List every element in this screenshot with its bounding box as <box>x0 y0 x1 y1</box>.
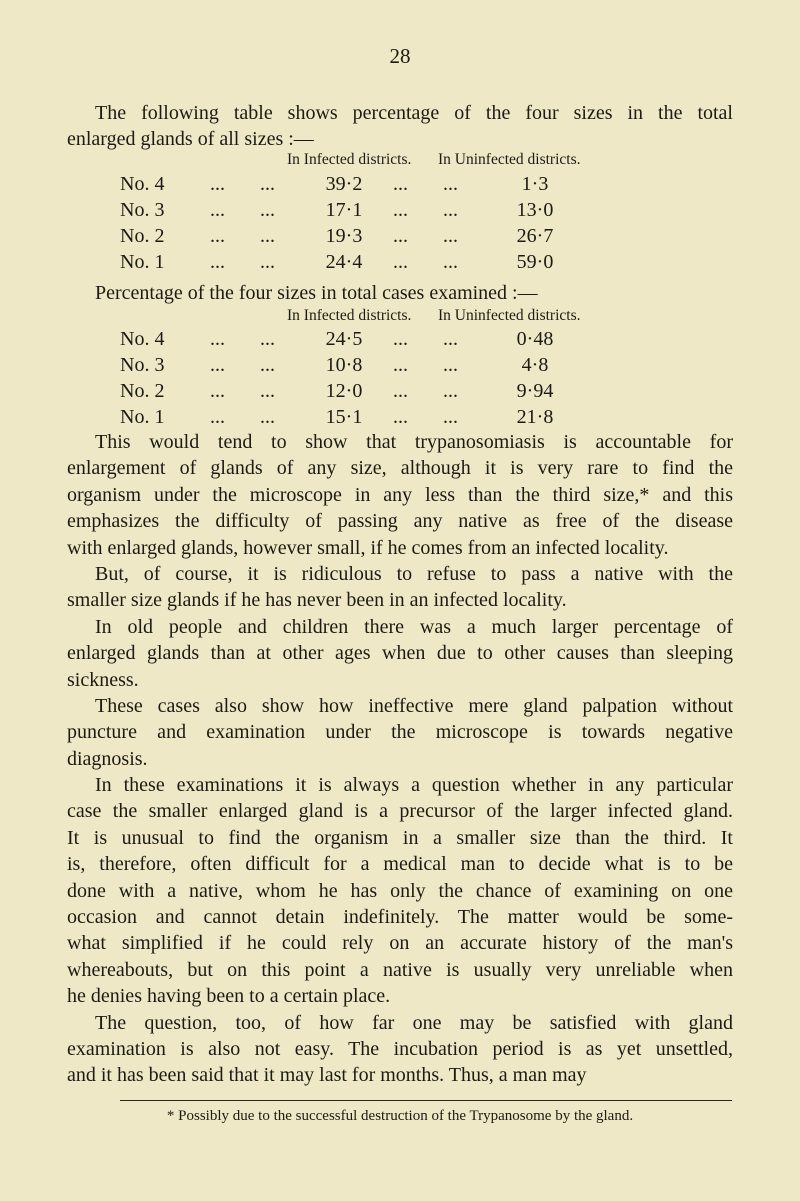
leader-dots: ... <box>210 354 225 376</box>
text-line: It is unusual to find the organism in a … <box>67 826 733 849</box>
footnote-rule <box>120 1100 732 1101</box>
value-uninfected: 4·8 <box>521 354 549 376</box>
text-line: But, of course, it is ridiculous to refu… <box>95 562 733 585</box>
row-label: No. 1 <box>120 251 165 273</box>
text-line: In old people and children there was a m… <box>95 615 733 638</box>
text-line: organism under the microscope in any les… <box>67 483 733 506</box>
leader-dots: ... <box>393 199 408 221</box>
caption-line: Percentage of the four sizes in total ca… <box>95 282 538 304</box>
text-line: enlarged glands of all sizes :— <box>67 128 314 151</box>
leader-dots: ... <box>260 406 275 428</box>
leader-dots: ... <box>443 406 458 428</box>
row-label: No. 2 <box>120 225 165 247</box>
value-uninfected: 13·0 <box>516 199 554 221</box>
leader-dots: ... <box>393 225 408 247</box>
leader-dots: ... <box>260 380 275 402</box>
leader-dots: ... <box>210 173 225 195</box>
leader-dots: ... <box>393 406 408 428</box>
leader-dots: ... <box>443 354 458 376</box>
leader-dots: ... <box>260 328 275 350</box>
leader-dots: ... <box>260 225 275 247</box>
text-line: with enlarged glands, however small, if … <box>67 536 669 559</box>
leader-dots: ... <box>260 354 275 376</box>
value-infected: 39·2 <box>325 173 363 195</box>
leader-dots: ... <box>393 251 408 273</box>
row-label: No. 3 <box>120 354 165 376</box>
row-label: No. 3 <box>120 199 165 221</box>
column-header-uninfected: In Uninfected districts. <box>438 307 581 324</box>
row-label: No. 4 <box>120 173 165 195</box>
leader-dots: ... <box>443 199 458 221</box>
value-uninfected: 59·0 <box>516 251 554 273</box>
text-line: examination is also not easy. The incuba… <box>67 1037 733 1060</box>
column-header-uninfected: In Uninfected districts. <box>438 151 581 168</box>
leader-dots: ... <box>210 199 225 221</box>
leader-dots: ... <box>260 173 275 195</box>
leader-dots: ... <box>260 199 275 221</box>
value-infected: 24·4 <box>325 251 363 273</box>
text-line: The question, too, of how far one may be… <box>95 1011 733 1034</box>
leader-dots: ... <box>210 406 225 428</box>
column-header-infected: In Infected districts. <box>287 151 412 168</box>
text-line: diagnosis. <box>67 747 148 770</box>
text-line: In these examinations it is always a que… <box>95 774 733 797</box>
text-line: This would tend to show that trypanosomi… <box>95 431 733 453</box>
text-line: enlarged glands than at other ages when … <box>67 642 733 665</box>
leader-dots: ... <box>210 225 225 247</box>
leader-dots: ... <box>393 328 408 350</box>
leader-dots: ... <box>210 328 225 350</box>
value-infected: 10·8 <box>325 354 363 376</box>
leader-dots: ... <box>443 251 458 273</box>
leader-dots: ... <box>393 173 408 195</box>
column-header-infected: In Infected districts. <box>287 307 412 324</box>
leader-dots: ... <box>260 251 275 273</box>
text-line: he denies having been to a certain place… <box>67 985 391 1008</box>
value-infected: 24·5 <box>325 328 363 350</box>
text-line: occasion and cannot detain indefinitely.… <box>67 906 733 929</box>
row-label: No. 1 <box>120 406 165 428</box>
value-uninfected: 1·3 <box>521 173 549 195</box>
row-label: No. 4 <box>120 328 165 350</box>
text-line: done with a native, whom he has only the… <box>67 879 733 902</box>
leader-dots: ... <box>443 328 458 350</box>
intro-paragraph: The following table shows percentage of … <box>67 100 733 153</box>
value-uninfected: 0·48 <box>516 328 554 350</box>
text-line: what simplified if he could rely on an a… <box>67 932 733 955</box>
value-uninfected: 9·94 <box>516 380 554 402</box>
value-infected: 15·1 <box>325 406 363 428</box>
text-line: smaller size glands if he has never been… <box>67 589 567 612</box>
leader-dots: ... <box>393 354 408 376</box>
text-line: emphasizes the difficulty of passing any… <box>67 510 733 533</box>
page-number: 28 <box>389 44 411 68</box>
row-label: No. 2 <box>120 380 165 402</box>
leader-dots: ... <box>443 380 458 402</box>
text-line: These cases also show how ineffective me… <box>95 694 733 717</box>
table2-caption: Percentage of the four sizes in total ca… <box>67 280 733 306</box>
leader-dots: ... <box>210 380 225 402</box>
text-line: The following table shows percentage of … <box>95 102 733 124</box>
value-infected: 19·3 <box>325 225 363 247</box>
value-uninfected: 21·8 <box>516 406 554 428</box>
leader-dots: ... <box>443 173 458 195</box>
body-text: This would tend to show that trypanosomi… <box>67 429 733 1089</box>
text-line: sickness. <box>67 668 139 691</box>
text-line: whereabouts, but on this point a native … <box>67 958 733 981</box>
text-line: is, therefore, often difficult for a med… <box>67 853 733 876</box>
leader-dots: ... <box>443 225 458 247</box>
value-infected: 17·1 <box>325 199 363 221</box>
footnote: * Possibly due to the successful destruc… <box>166 1108 634 1124</box>
text-line: and it has been said that it may last fo… <box>67 1064 587 1087</box>
text-line: case the smaller enlarged gland is a pre… <box>67 800 733 823</box>
value-uninfected: 26·7 <box>516 225 554 247</box>
text-line: puncture and examination under the micro… <box>67 721 733 744</box>
value-infected: 12·0 <box>325 380 363 402</box>
text-line: enlargement of glands of any size, altho… <box>67 457 733 480</box>
leader-dots: ... <box>210 251 225 273</box>
leader-dots: ... <box>393 380 408 402</box>
